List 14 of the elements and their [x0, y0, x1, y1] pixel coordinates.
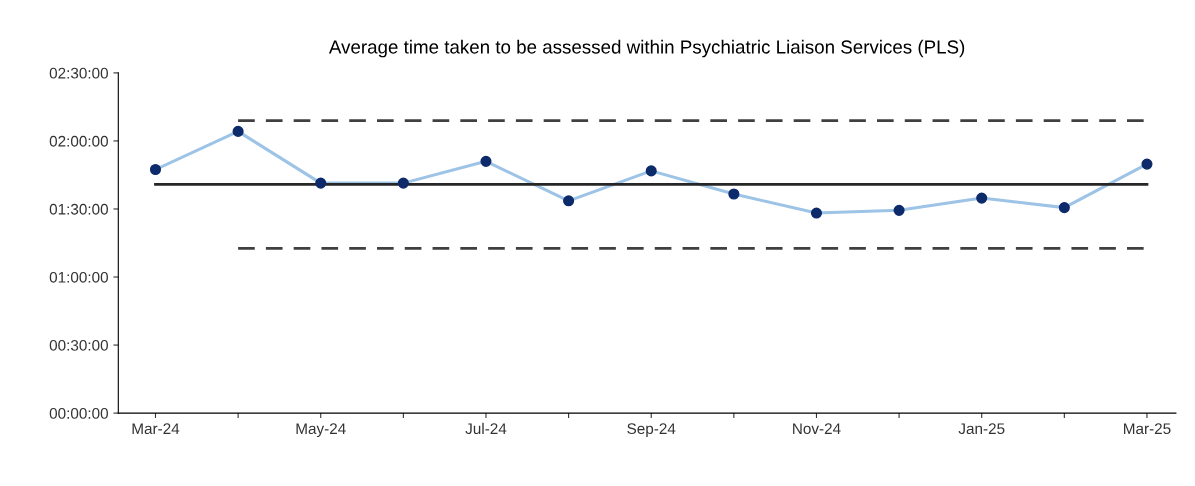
y-tick-label: 02:30:00 [49, 67, 108, 79]
x-tick-label: Jan-25 [958, 423, 1005, 435]
x-tick-label: Mar-25 [1124, 423, 1171, 435]
chart-title: Average time taken to be assessed within Psychiatric Liaison Services (PLS) [328, 39, 965, 58]
y-tick-label: 01:30:00 [49, 203, 108, 215]
y-tick-label: 00:30:00 [49, 339, 108, 351]
x-tick-label: May-24 [296, 423, 346, 438]
y-tick-label: 02:00:00 [49, 135, 108, 147]
y-tick-label: 01:00:00 [49, 271, 108, 283]
x-tick-label: Sep-24 [627, 423, 676, 438]
x-tick-label: Jul-24 [465, 422, 507, 435]
x-tick-label: Nov-24 [793, 423, 841, 435]
y-tick-label: 00:00:00 [49, 407, 108, 419]
x-tick-label: Mar-24 [132, 423, 180, 435]
